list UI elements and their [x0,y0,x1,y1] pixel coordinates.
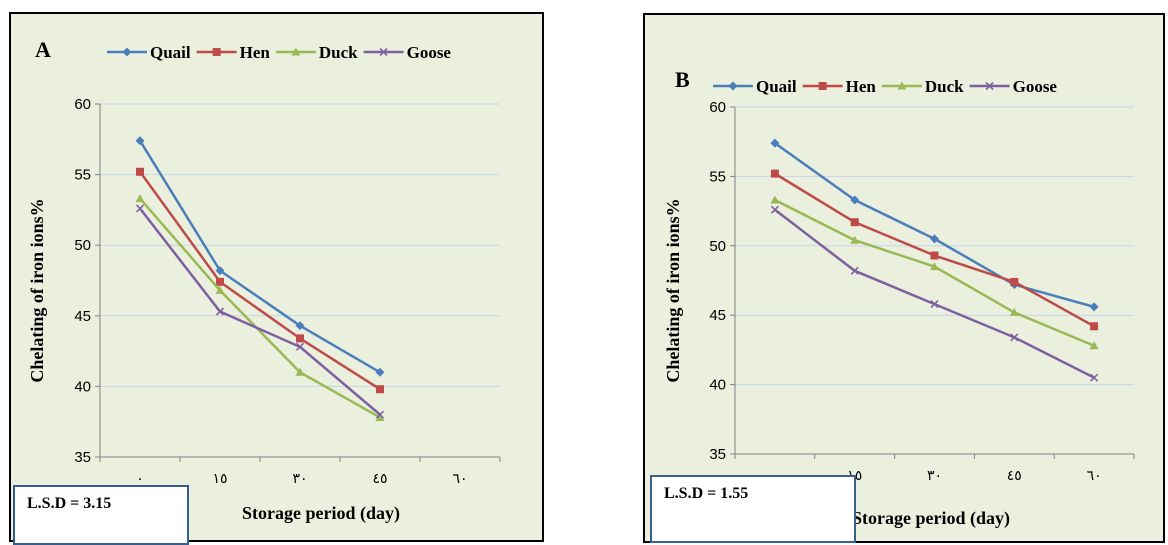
chart-b-xtick-label: ٦٠ [1087,468,1102,484]
chart-a-series-line-hen [138,171,381,391]
chart-b-point-duck [850,235,860,244]
chart-a-ytick-label: 45 [74,308,91,325]
chart-a-point-goose [295,342,305,351]
chart-b-point-goose [850,266,859,275]
chart-b-point-goose [1010,333,1019,342]
chart-a-ytick-label: 55 [74,167,91,184]
chart-b-point-goose-stroke [1010,333,1019,342]
chart-b-point-goose-stroke [1090,373,1099,382]
chart-b-ytick-label: 40 [709,377,726,394]
chart-a-legend-marker-hen [212,48,221,56]
chart-a-legend-marker-duck [291,47,301,56]
chart-b-point-quail [770,138,780,148]
chart-b-point-hen [1090,322,1099,331]
chart-b-svg: 354045505560٠١٥٣٠٤٥٦٠QuailHenDuckGooseBC… [663,67,1135,529]
chart-a-point-duck [295,367,305,376]
chart-a-ytick-label: 40 [74,378,91,395]
chart-a-series-line-quail [138,140,381,374]
chart-b-legend-marker-hen [818,82,827,90]
chart-panel-a: 35 40 45 50 55 60 ٠ ١٥ ٣٠ ٤٥ ٦٠ Quail Hen Duck Goose A C… [9,12,544,545]
chart-b-point-duck [770,195,780,204]
chart-a-y-axis-title: Chelating of iron ions% [27,198,47,382]
chart-b-ytick-label: 55 [709,168,726,185]
chart-a-point-duck [375,412,385,421]
chart-b-ytick-label: 35 [709,446,726,463]
chart-b-point-hen [770,169,779,178]
chart-b-point-duck [1089,341,1099,350]
chart-a-point-goose-stroke [375,410,385,419]
chart-b-x-axis-title: Storage period (day) [852,508,1010,529]
chart-a-point-hen [296,334,304,343]
chart-a-ytick-label: 50 [74,237,91,254]
chart-a-point-quail [215,266,225,276]
chart-a-ytick-label: 35 [74,449,91,466]
chart-a-xtick-label: ٦٠ [452,471,467,487]
chart-b-point-duck [930,262,939,271]
chart-b-legend-label-goose: Goose [1013,77,1058,96]
chart-b-y-axis-title: Chelating of iron ions% [663,198,683,382]
chart-a-legend-marker-goose [379,47,388,57]
chart-panel-b: 354045505560٠١٥٣٠٤٥٦٠QuailHenDuckGooseBC… [643,13,1165,543]
chart-a-legend-label-duck: Duck [319,43,358,62]
chart-b-ytick-label: 50 [709,238,726,255]
chart-a-point-goose-stroke [135,204,145,213]
chart-b-xtick-label: ٣٠ [927,468,942,484]
chart-b-legend-marker-goose-stroke [985,81,994,91]
chart-a-legend-label-quail: Quail [150,43,191,62]
chart-b-point-goose-stroke [930,300,939,309]
chart-b-legend-marker-goose [985,81,994,91]
chart-a-panel-letter: A [35,37,51,62]
chart-b-point-duck [1009,307,1019,316]
chart-a-xtick-label: ٣٠ [292,471,307,487]
chart-b-legend-marker-quail [728,81,738,91]
chart-b-panel-letter: B [675,67,690,92]
chart-a-point-hen [136,167,144,176]
chart-b-point-goose [770,205,779,214]
chart-a-x-axis-title: Storage period (day) [242,503,400,524]
chart-b-point-quail [850,195,860,205]
chart-a-point-goose [135,204,145,213]
chart-b-series-line-duck [774,198,1095,347]
chart-b-legend-label-duck: Duck [925,77,964,96]
chart-a-point-goose-stroke [215,307,225,316]
chart-b-point-hen [850,218,859,227]
chart-a-xtick-label: ١٥ [212,471,227,487]
chart-a-ytick-label: 60 [74,96,91,113]
chart-b-legend-label-hen: Hen [846,77,877,96]
lsd-box-b: L.S.D = 1.55 [650,475,856,543]
chart-a-point-quail [295,321,305,331]
chart-a-xtick-label: ٠ [136,471,144,487]
chart-b-legend-marker-duck [897,81,907,90]
chart-a-legend-label-goose: Goose [407,43,452,62]
chart-b-ytick-label: 60 [709,99,726,116]
chart-a-point-hen [216,277,224,286]
chart-b-point-hen [1010,277,1019,286]
chart-b-point-quail [1089,302,1099,312]
chart-a-point-duck [135,194,145,203]
chart-b-ytick-label: 45 [709,307,726,324]
chart-b-point-goose [930,300,939,309]
chart-a-legend-label-hen: Hen [240,43,271,62]
chart-a-point-goose [215,307,225,316]
chart-a-point-goose [375,410,385,419]
chart-a-point-duck [215,285,225,294]
chart-a-legend-marker-goose-stroke [379,47,388,57]
chart-b-point-goose [1090,373,1099,382]
chart-a-xtick-label: ٤٥ [372,471,387,487]
chart-a-series-line-goose [139,207,381,416]
chart-b-xtick-label: ٤٥ [1007,468,1022,484]
chart-b-point-quail [930,234,939,244]
chart-a-series-line-duck [139,197,381,419]
lsd-box-a: L.S.D = 3.15 [13,485,189,545]
chart-a-svg: 35 40 45 50 55 60 ٠ ١٥ ٣٠ ٤٥ ٦٠ Quail Hen Duck Goose A C… [27,37,501,524]
chart-a-point-goose-stroke [295,342,305,351]
chart-b-point-goose-stroke [850,266,859,275]
chart-a-point-quail [135,136,145,146]
chart-a-point-quail [375,367,385,377]
chart-a-legend-marker-quail [122,47,132,57]
chart-a-point-hen [376,385,384,394]
chart-b-point-goose-stroke [770,205,779,214]
chart-b-point-hen [930,251,939,260]
chart-b-legend-label-quail: Quail [756,77,797,96]
